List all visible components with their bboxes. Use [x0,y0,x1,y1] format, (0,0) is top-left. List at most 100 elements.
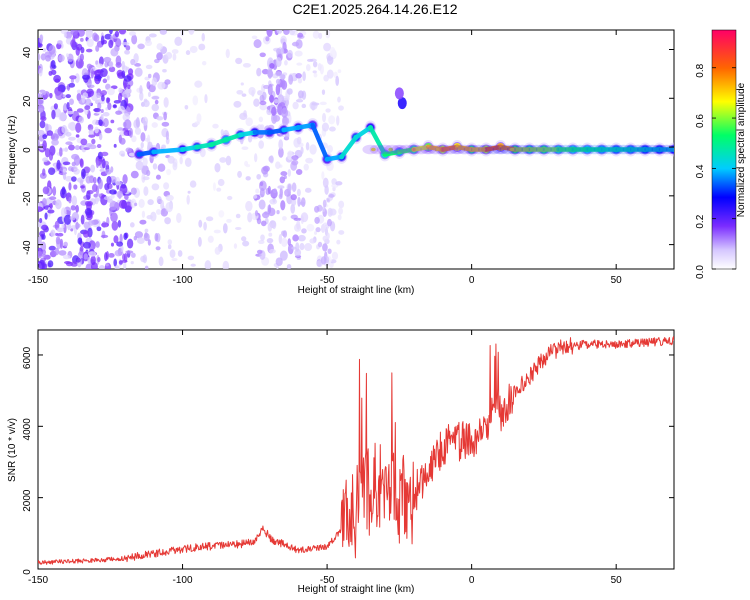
heatmap-background-cell [186,194,190,205]
heatmap-background-cell [39,34,44,44]
heatmap-background-cell [216,187,222,192]
heatmap-background-cell [142,176,150,181]
heatmap-background-cell [100,35,105,46]
heatmap-background-cell [142,116,149,126]
heatmap-background-cell [160,208,169,217]
heatmap-background-cell [68,196,72,204]
heatmap-background-cell [101,222,109,228]
heatmap-background-cell [165,51,173,60]
heatmap-background-cell [128,152,135,157]
heatmap-background-cell [75,257,81,263]
heatmap-vertical-streak [275,83,281,96]
heatmap-feature-cell [394,87,404,100]
heatmap-background-cell [110,166,114,173]
heatmap-background-cell [241,93,247,97]
heatmap-background-cell [62,161,71,166]
heatmap-background-cell [53,103,58,110]
heatmap-background-cell [104,127,113,134]
heatmap-background-cell [293,217,302,222]
colorbar-tick-label: 0.4 [695,164,706,178]
heatmap-background-cell [85,98,92,108]
heatmap-background-cell [107,87,115,96]
heatmap-vertical-streak [275,78,281,85]
heatmap-background-cell [107,102,112,111]
heatmap-glow [507,144,523,155]
heatmap-glow [579,144,596,155]
heatmap-background-cell [269,249,276,254]
heatmap-background-cell [121,41,130,46]
heatmap-background-cell [106,75,110,81]
heatmap-background-cell [260,220,267,227]
heatmap-background-cell [55,91,64,101]
heatmap-background-cell [101,151,109,157]
heatmap-background-cell [291,159,299,166]
heatmap-background-cell [220,129,224,136]
heatmap-background-cell [120,153,125,157]
heatmap-background-cell [147,199,154,206]
heatmap-background-cell [253,39,262,49]
heatmap-background-cell [47,209,55,214]
heatmap-background-cell [110,48,119,57]
heatmap-glow [557,144,574,155]
heatmap-ridge-hot-spot [370,147,376,152]
heatmap-background-cell [154,232,159,242]
heatmap-background-cell [99,68,108,78]
heatmap-background-cell [319,101,327,106]
heatmap-lower-streak [314,216,320,224]
heatmap-background-cell [201,33,205,42]
heatmap-ridge-segment [223,132,243,142]
heatmap-glow [586,144,603,155]
heatmap-background-cell [65,131,72,137]
heatmap-background-cell [266,237,274,244]
heatmap-background-cell [105,263,109,267]
heatmap-background-cell [97,74,102,82]
heatmap-background-cell [279,250,288,261]
heatmap-background-cell [281,230,286,237]
heatmap-background-cell [85,143,93,148]
heatmap-background-cell [101,95,105,102]
heatmap-background-cell [141,210,146,219]
heatmap-x-ticks: -150 -100 -50 0 50 [28,30,622,286]
heatmap-background-cell [121,60,125,70]
heatmap-background-cell [278,139,284,150]
heatmap-background-cell [156,116,164,121]
heatmap-background-cell [59,238,64,249]
heatmap-background-cell [94,126,99,134]
heatmap-glow [600,144,617,155]
heatmap-background-cell [108,253,115,258]
heatmap-background-cell [70,78,75,84]
heatmap-ridge-segment [339,135,359,160]
heatmap-background-cell [49,196,57,201]
heatmap-background-cell [165,202,174,213]
heatmap-vertical-streak [267,69,274,78]
heatmap-background-cell [331,251,339,260]
heatmap-background-cell [312,30,320,39]
heatmap-background-cell [287,243,294,255]
heatmap-background-cell [123,232,128,240]
heatmap-background-cell [323,74,329,82]
heatmap-background-cell [54,247,60,256]
heatmap-glow [564,144,581,155]
heatmap-glow [666,144,674,155]
heatmap-background-cell [301,103,307,109]
heatmap-vertical-streak [269,63,275,69]
heatmap-background-cell [99,168,105,173]
snr-line-chart: -150 -100 -50 0 50 0 2000 4000 6000 Height of s… [7,329,675,595]
heatmap-background-cell [165,130,170,141]
heatmap-background-cell [110,119,115,124]
heatmap-background-cell [56,159,61,170]
heatmap-glow [413,144,430,155]
heatmap-background-cell [259,52,266,58]
heatmap-background-cell [46,130,54,136]
heatmap-background-cell [98,132,103,141]
heatmap-background-cell [262,211,270,219]
heatmap-glow [384,144,401,155]
heatmap-background-cell [268,232,273,237]
heatmap-background-cell [335,181,343,186]
heatmap-background-cell [119,233,123,244]
heatmap-glow [434,144,451,155]
heatmap-background-cell [135,117,140,128]
heatmap-background-cell [147,91,151,98]
heatmap-background-cell [291,246,297,250]
